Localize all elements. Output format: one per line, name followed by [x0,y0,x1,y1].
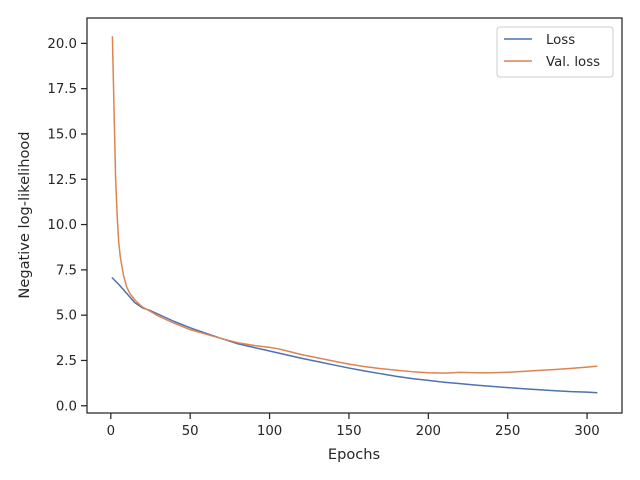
y-tick-label: 12.5 [47,173,77,188]
x-tick-label: 150 [336,424,361,439]
legend-label: Loss [546,33,575,48]
x-tick-label: 250 [495,424,520,439]
plot-frame [86,17,623,414]
y-tick-label: 2.5 [56,354,77,369]
y-tick-label: 7.5 [56,263,77,278]
x-tick-label: 0 [107,424,115,439]
legend: Loss Val. loss [496,26,614,78]
y-axis-label: Negative log-likelihood [16,131,33,298]
series-line-1 [111,276,598,394]
x-tick-label: 200 [416,424,441,439]
x-axis-label: Epochs [328,446,380,463]
x-tick-label: 300 [574,424,599,439]
y-tick-label: 10.0 [47,218,77,233]
y-tick-label: 17.5 [47,82,77,97]
plot-area [111,36,598,394]
y-tick-label: 20.0 [47,37,77,52]
x-tick-label: 100 [257,424,282,439]
legend-label: Val. loss [546,55,600,70]
y-tick-label: 15.0 [47,127,77,142]
x-tick-label: 50 [182,424,199,439]
series-line-2 [111,36,598,374]
axes: 0 50 100 150 200 250 300 0.0 2.5 5.0 7.5 10.0 12.5 15… [47,17,623,439]
y-tick-label: 0.0 [56,399,77,414]
y-tick-label: 5.0 [56,309,77,324]
